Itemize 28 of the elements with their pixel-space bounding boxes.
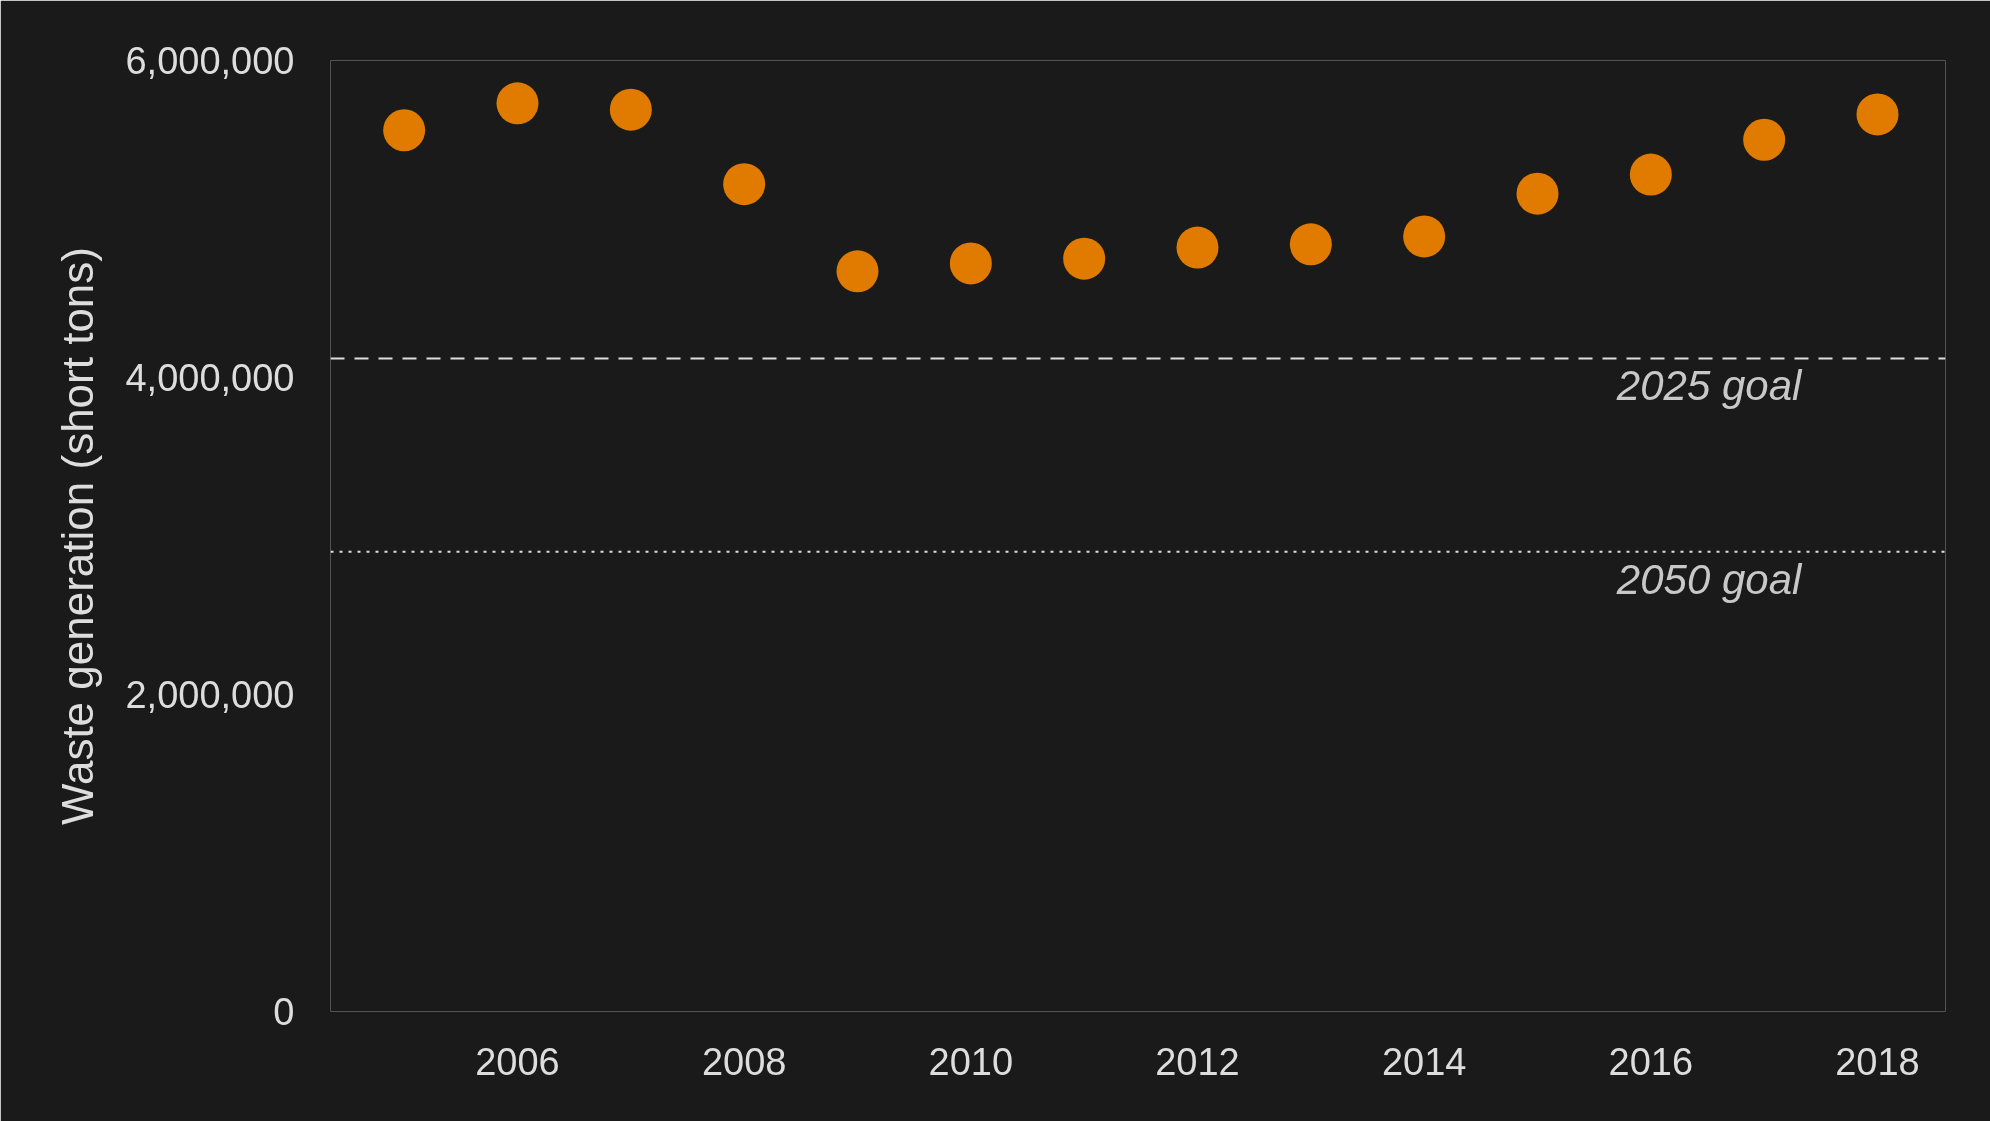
y-tick-label: 2,000,000 <box>125 674 295 716</box>
point <box>496 82 539 125</box>
x-tick-label: 2008 <box>701 1040 787 1083</box>
point <box>609 88 652 131</box>
point <box>1403 215 1446 258</box>
x-tick-label: 2014 <box>1381 1040 1467 1083</box>
point <box>1516 172 1559 215</box>
ref-line-label: 2025 goal <box>1615 362 1804 410</box>
x-tick-label: 2016 <box>1608 1040 1694 1083</box>
y-tick-label: 6,000,000 <box>125 40 295 82</box>
point <box>383 109 426 152</box>
ref-line-label: 2050 goal <box>1615 555 1804 603</box>
point <box>1289 223 1332 266</box>
x-tick-label: 2006 <box>475 1040 560 1083</box>
y-tick-label: 4,000,000 <box>125 357 295 399</box>
point <box>1743 118 1786 161</box>
y-tick-label: 0 <box>273 991 295 1033</box>
x-tick-label: 2018 <box>1835 1040 1920 1083</box>
x-tick-label: 2010 <box>928 1040 1014 1083</box>
point <box>949 242 992 285</box>
point <box>1856 93 1899 136</box>
x-tick-label: 2012 <box>1155 1040 1240 1083</box>
point <box>1063 237 1106 280</box>
point <box>836 250 879 293</box>
point <box>1176 226 1219 269</box>
y-axis-title: Waste generation (short tons) <box>53 247 103 825</box>
point <box>1629 153 1672 196</box>
point <box>723 163 766 206</box>
